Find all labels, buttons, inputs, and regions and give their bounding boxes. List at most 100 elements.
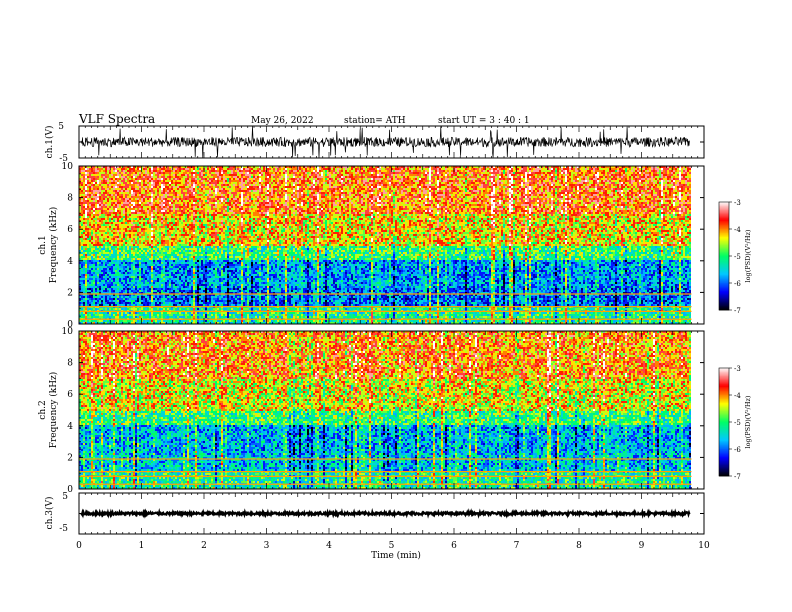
spectrogram-cell — [237, 178, 239, 180]
spectrogram-cell — [295, 172, 297, 174]
spectrogram-cell — [333, 172, 335, 174]
spectrogram-cell — [191, 186, 193, 188]
spectrogram-cell — [469, 174, 471, 176]
spectrogram-cell — [435, 172, 437, 174]
spectrogram-cell — [181, 168, 183, 170]
spectrogram-cell — [215, 170, 217, 172]
spectrogram-cell — [349, 176, 353, 178]
spectrogram-cell — [383, 172, 385, 174]
spectrogram-cell — [203, 190, 205, 192]
spectrogram-cell — [465, 194, 469, 196]
spectrogram-cell — [217, 190, 219, 192]
spectrogram-cell — [269, 196, 271, 198]
spectrogram-cell — [269, 172, 273, 174]
spectrogram-cell — [381, 196, 383, 198]
spectrogram-cell — [135, 184, 137, 186]
spectrogram-cell — [259, 180, 261, 182]
spectrogram-cell — [537, 192, 541, 194]
spectrogram-cell — [587, 188, 589, 190]
spectrogram-cell — [391, 184, 393, 186]
spectrogram-cell — [659, 180, 661, 182]
spectrogram-cell — [409, 172, 413, 174]
spectrogram-cell — [197, 186, 199, 188]
spectrogram-cell — [339, 180, 341, 182]
spectrogram-cell — [87, 192, 89, 194]
spectrogram-cell — [687, 190, 691, 192]
spectrogram-cell — [431, 176, 433, 178]
spectrogram-cell — [625, 192, 627, 194]
spectrogram-cell — [513, 178, 517, 180]
spectrogram-cell — [603, 188, 605, 190]
spectrogram-cell — [99, 176, 101, 178]
spectrogram-cell — [479, 196, 481, 198]
spectrogram-cell — [495, 188, 499, 190]
spectrogram-cell — [283, 192, 285, 194]
spectrogram-cell — [371, 190, 373, 192]
spectrogram-cell — [553, 188, 555, 190]
spectrogram-cell — [585, 186, 589, 188]
spectrogram-cell — [157, 200, 159, 202]
spectrogram-cell — [113, 168, 115, 170]
spectrogram-cell — [497, 174, 499, 176]
spectrogram-cell — [655, 188, 659, 190]
spectrogram-cell — [551, 194, 553, 196]
spectrogram-cell — [229, 168, 233, 170]
spectrogram-cell — [291, 170, 293, 172]
spectrogram-cell — [247, 190, 249, 192]
spectrogram-cell — [221, 176, 223, 178]
spectrogram-cell — [423, 184, 425, 186]
spectrogram-cell — [653, 186, 655, 188]
spectrogram-cell — [161, 200, 163, 202]
spectrogram-cell — [499, 196, 501, 198]
spectrogram-cell — [597, 188, 601, 190]
spectrogram-cell — [333, 188, 335, 190]
spectrogram-cell — [555, 176, 557, 178]
spectrogram-cell — [377, 170, 379, 172]
spectrogram-cell — [625, 180, 627, 182]
spectrogram-cell — [365, 196, 367, 198]
spectrogram-cell — [157, 186, 159, 188]
spectrogram-cell — [259, 192, 261, 194]
spectrogram-cell — [387, 190, 391, 192]
spectrogram-cell — [117, 190, 119, 192]
spectrogram-cell — [447, 170, 449, 172]
spectrogram-cell — [525, 176, 527, 178]
spectrogram-cell — [659, 168, 661, 170]
spectrogram-cell — [521, 184, 523, 186]
spectrogram-cell — [225, 168, 227, 170]
spectrogram-cell — [523, 176, 525, 178]
spectrogram-cell — [331, 182, 333, 184]
spectrogram-cell — [611, 178, 613, 180]
spectrogram-cell — [497, 184, 499, 186]
ch1-spectrogram-heatmap — [79, 166, 704, 324]
spectrogram-cell — [373, 194, 375, 196]
spectrogram-cell — [589, 174, 593, 176]
spectrogram-cell — [607, 186, 609, 188]
spectrogram-cell — [103, 200, 107, 202]
spectrogram-cell — [575, 196, 577, 198]
spectrogram-cell — [199, 200, 201, 202]
spectrogram-cell — [345, 170, 347, 172]
spectrogram-cell — [515, 180, 521, 182]
spectrogram-cell — [529, 190, 531, 192]
spectrogram-cell — [165, 180, 167, 182]
spectrogram-cell — [549, 182, 551, 184]
spectrogram-cell — [363, 184, 365, 186]
spectrogram-cell — [605, 176, 607, 178]
spectrogram-cell — [607, 192, 611, 194]
spectrogram-cell — [457, 196, 459, 198]
spectrogram-cell — [611, 192, 613, 194]
spectrogram-cell — [599, 168, 603, 170]
spectrogram-cell — [579, 186, 581, 188]
spectrogram-cell — [301, 170, 303, 172]
spectrogram-cell — [89, 172, 93, 174]
spectrogram-cell — [89, 192, 91, 194]
spectrogram-cell — [365, 192, 367, 194]
spectrogram-cell — [231, 172, 233, 174]
spectrogram-cell — [147, 180, 149, 182]
spectrogram-cell — [117, 170, 119, 172]
spectrogram-cell — [435, 186, 437, 188]
spectrogram-cell — [419, 180, 423, 182]
spectrogram-cell — [353, 184, 355, 186]
spectrogram-cell — [381, 182, 383, 184]
